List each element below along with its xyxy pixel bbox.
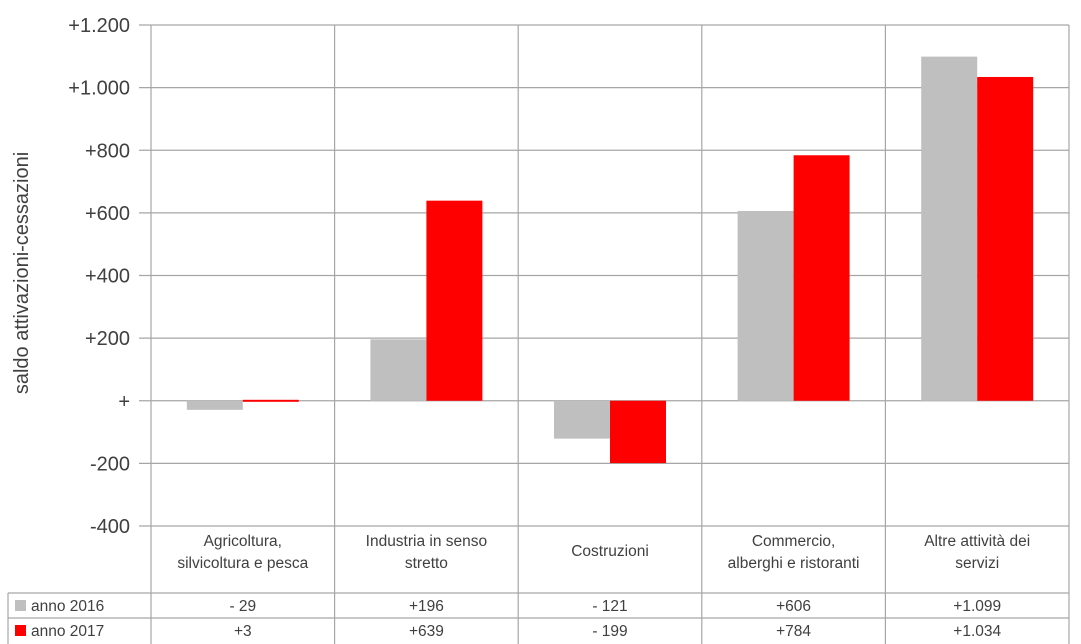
bars (186, 56, 1034, 464)
legend-key (15, 625, 26, 636)
y-tick-labels: +1.200 +1.000 +800 +600 +400 +200 + -200 -400 (68, 15, 130, 538)
bar-anno-2017-3 (793, 155, 850, 401)
category-label-line: Commercio, (752, 533, 836, 550)
legend-key (15, 600, 26, 611)
table-row: anno 2016 - 29 +196 - 121 +606 +1.099 (15, 598, 1001, 615)
category-label-line: Industria in senso (366, 533, 488, 550)
category-label-line: servizi (955, 555, 999, 572)
y-tick-label: +1.200 (68, 15, 130, 37)
category-label-line: Agricoltura, (204, 533, 282, 550)
category-label: Altre attività dei servizi (924, 533, 1030, 572)
legend-label: anno 2016 (31, 598, 104, 615)
data-label: +784 (776, 623, 811, 640)
bar-anno-2016-2 (554, 400, 610, 439)
bar-anno-2017-2 (610, 400, 666, 464)
plot-frame (7, 25, 1070, 644)
data-label: +196 (409, 598, 444, 615)
data-label: - 121 (592, 598, 627, 615)
data-label: +639 (409, 623, 444, 640)
category-label: Agricoltura, silvicoltura e pesca (177, 533, 308, 572)
y-tick-label: -200 (90, 453, 130, 475)
category-labels: Agricoltura, silvicoltura e pesca Industri… (177, 533, 1030, 572)
data-label: +3 (234, 623, 252, 640)
data-label: +1.099 (953, 598, 1001, 615)
y-tick-label: +400 (85, 266, 130, 288)
bar-anno-2017-0 (242, 399, 299, 402)
bar-anno-2017-4 (977, 76, 1034, 401)
y-tick-label: -400 (90, 516, 130, 538)
y-tick-label: + (118, 391, 130, 413)
table-row: anno 2017 +3 +639 - 199 +784 +1.034 (15, 623, 1001, 640)
category-label-line: Costruzioni (571, 543, 649, 560)
bar-anno-2016-1 (370, 339, 427, 401)
category-label: Industria in senso stretto (366, 533, 488, 572)
data-label: +606 (776, 598, 811, 615)
legend-label: anno 2017 (31, 623, 104, 640)
bar-anno-2017-1 (426, 200, 483, 401)
bar-anno-2016-4 (921, 56, 978, 401)
category-label-line: alberghi e ristoranti (728, 555, 860, 572)
y-tick-label: +200 (85, 328, 130, 350)
bar-anno-2016-3 (737, 210, 794, 401)
category-label: Costruzioni (571, 543, 649, 560)
category-label: Commercio, alberghi e ristoranti (728, 533, 860, 572)
category-label-line: stretto (405, 555, 448, 572)
y-tick-label: +800 (85, 140, 130, 162)
y-tick-label: +600 (85, 203, 130, 225)
bar-anno-2016-0 (186, 400, 243, 410)
category-label-line: silvicoltura e pesca (177, 555, 308, 572)
data-label: - 29 (229, 598, 256, 615)
data-label: - 199 (592, 623, 627, 640)
y-tick-label: +1.000 (68, 78, 130, 100)
category-label-line: Altre attività dei (924, 533, 1030, 550)
y-axis-label: saldo attivazioni-cessazioni (11, 152, 33, 394)
data-label: +1.034 (953, 623, 1001, 640)
